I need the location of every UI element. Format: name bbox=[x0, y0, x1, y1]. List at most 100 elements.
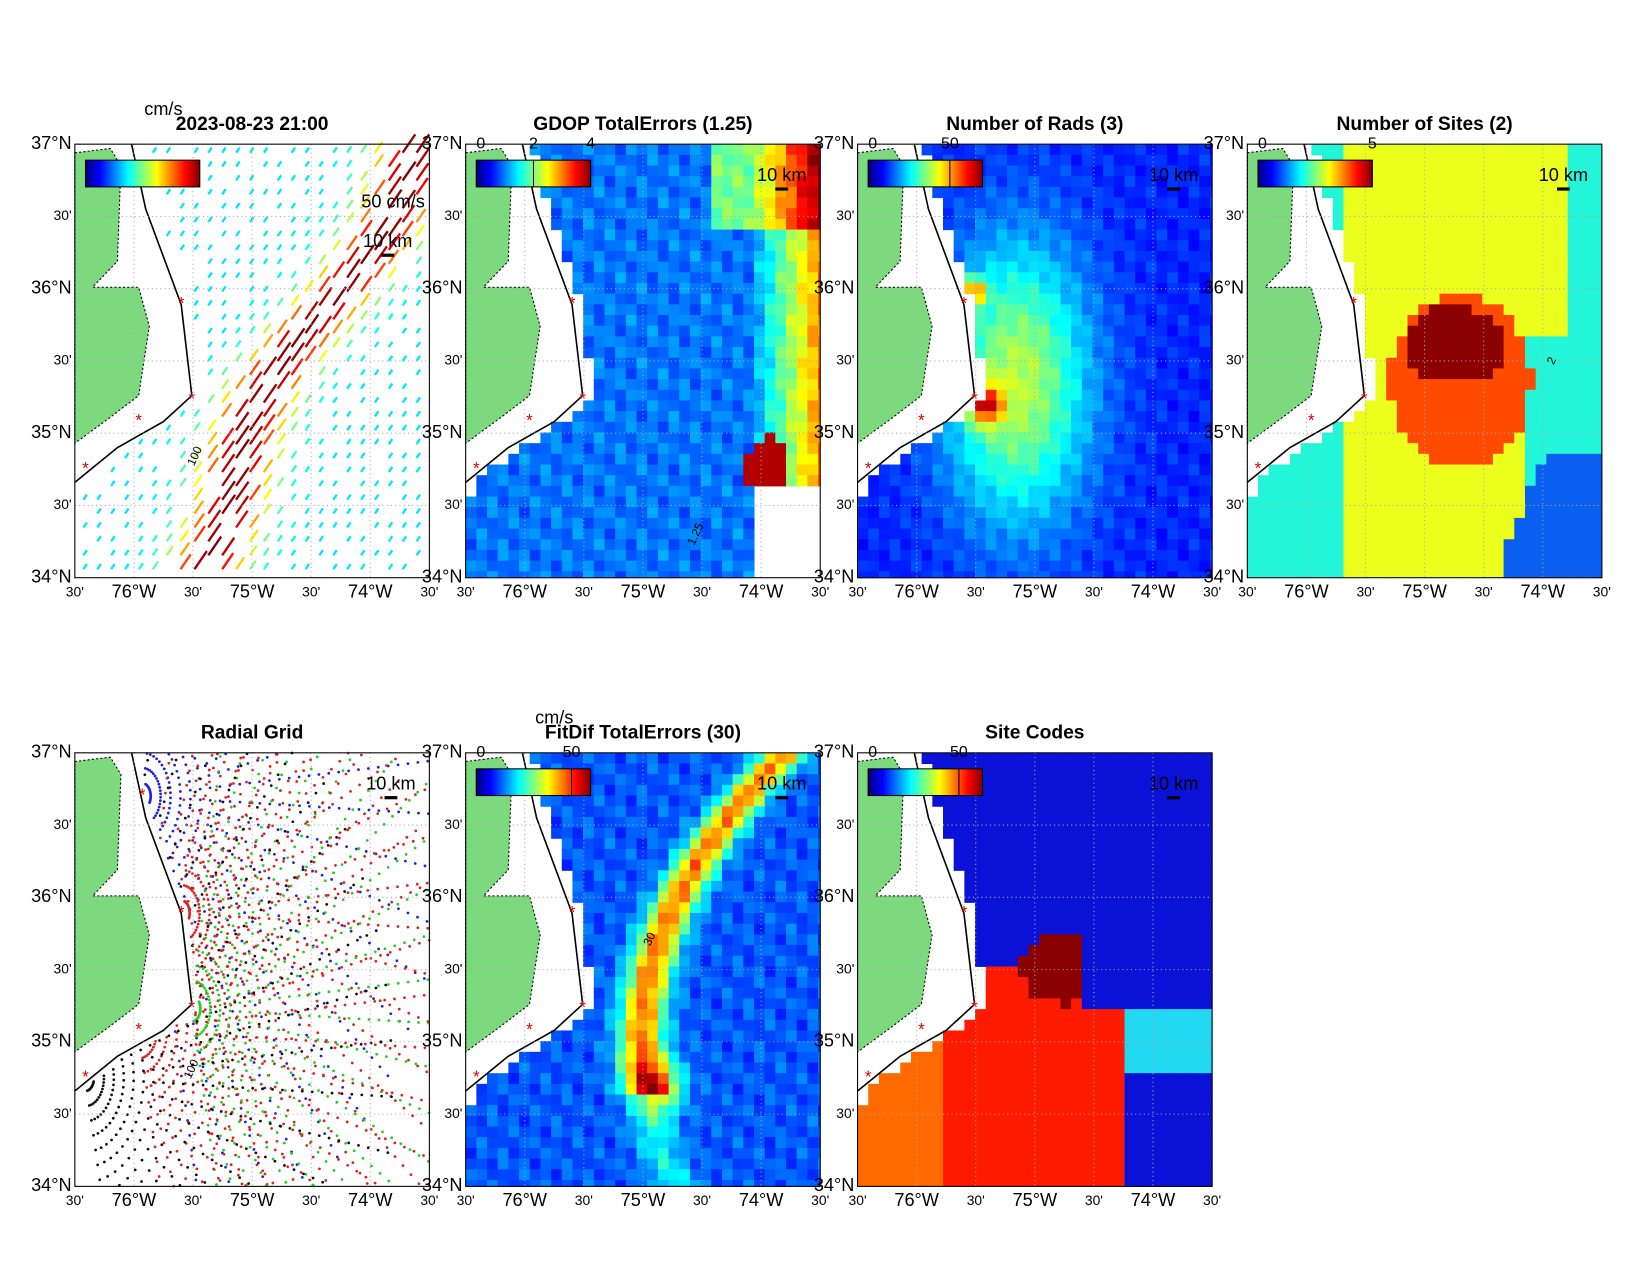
field-cell bbox=[1524, 389, 1537, 401]
field-cell bbox=[679, 528, 691, 540]
field-cell bbox=[1492, 325, 1505, 337]
field-cell bbox=[636, 229, 648, 241]
field-cell bbox=[1343, 229, 1355, 241]
field-cell bbox=[668, 528, 680, 540]
field-cell bbox=[1300, 464, 1312, 476]
field-cell bbox=[1177, 571, 1190, 579]
radial-grid-point bbox=[290, 1012, 294, 1016]
field-cell bbox=[1364, 186, 1377, 199]
field-cell bbox=[1535, 304, 1547, 316]
field-cell bbox=[1145, 411, 1158, 423]
field-cell bbox=[1364, 560, 1377, 572]
field-cell bbox=[1017, 421, 1029, 434]
field-cell bbox=[1546, 250, 1558, 263]
field-cell bbox=[910, 571, 923, 579]
current-vector bbox=[193, 230, 199, 237]
current-vector bbox=[221, 537, 236, 556]
radial-grid-point bbox=[155, 811, 159, 815]
field-cell bbox=[1514, 496, 1526, 508]
current-vector bbox=[235, 313, 241, 320]
radial-grid-point bbox=[337, 921, 340, 925]
scale-bar-label: 10 km bbox=[757, 165, 806, 185]
field-cell bbox=[1503, 240, 1515, 252]
field-cell bbox=[1599, 165, 1603, 177]
field-cell bbox=[996, 507, 1008, 519]
field-cell bbox=[996, 144, 1008, 156]
current-vector bbox=[401, 535, 408, 543]
field-cell bbox=[1492, 154, 1505, 167]
field-cell bbox=[476, 517, 488, 530]
field-cell bbox=[1300, 549, 1312, 562]
lon-label: 30' bbox=[66, 583, 84, 599]
field-cell bbox=[953, 560, 965, 572]
field-cell bbox=[1135, 389, 1147, 401]
field-cell bbox=[1145, 453, 1158, 466]
field-cell bbox=[1177, 549, 1190, 562]
field-cell bbox=[1439, 250, 1451, 263]
field-cell bbox=[668, 517, 680, 530]
radial-grid-point bbox=[386, 953, 390, 957]
radial-grid-point bbox=[367, 777, 370, 780]
field-cell bbox=[1386, 272, 1398, 284]
field-cell bbox=[1567, 144, 1579, 156]
field-cell bbox=[1450, 229, 1462, 241]
radial-grid-point bbox=[198, 916, 201, 920]
radial-grid-point bbox=[266, 913, 270, 916]
radial-grid-point bbox=[194, 829, 198, 833]
field-cell bbox=[529, 517, 541, 530]
radial-grid-point bbox=[306, 1055, 309, 1059]
field-cell bbox=[753, 325, 766, 337]
field-cell bbox=[529, 475, 541, 487]
field-cell bbox=[1492, 432, 1505, 444]
field-cell bbox=[1124, 496, 1136, 508]
field-cell bbox=[1007, 496, 1019, 508]
field-cell bbox=[964, 464, 976, 476]
field-cell bbox=[689, 304, 702, 316]
field-cell bbox=[1396, 421, 1409, 434]
field-cell bbox=[625, 347, 638, 359]
field-cell bbox=[572, 517, 584, 530]
radial-grid-point bbox=[186, 771, 190, 775]
radial-grid-point bbox=[265, 812, 268, 816]
current-vector bbox=[290, 230, 297, 237]
field-cell bbox=[668, 379, 680, 391]
field-cell bbox=[1364, 475, 1377, 487]
field-cell bbox=[604, 208, 616, 220]
field-cell bbox=[1450, 475, 1462, 487]
radial-grid-point bbox=[233, 946, 237, 950]
current-vector bbox=[207, 188, 213, 196]
field-cell bbox=[1514, 293, 1526, 305]
field-cell bbox=[604, 186, 616, 199]
field-cell bbox=[1418, 315, 1430, 327]
field-cell bbox=[604, 507, 616, 519]
current-vector bbox=[318, 521, 324, 529]
radial-grid-point bbox=[226, 768, 230, 771]
current-vector bbox=[360, 396, 366, 404]
field-cell bbox=[1589, 453, 1601, 466]
field-cell bbox=[487, 485, 499, 498]
field-cell bbox=[786, 165, 798, 177]
radial-grid-point bbox=[195, 980, 199, 984]
lat-label: 30' bbox=[54, 207, 72, 223]
radial-grid-point bbox=[277, 777, 281, 781]
lon-label: 30' bbox=[302, 583, 320, 599]
field-cell bbox=[1546, 208, 1558, 220]
field-cell bbox=[1092, 421, 1104, 434]
field-cell bbox=[1049, 357, 1061, 369]
radial-grid-point bbox=[156, 808, 160, 812]
field-cell bbox=[1060, 208, 1072, 220]
field-cell bbox=[1007, 304, 1019, 316]
current-vector bbox=[290, 216, 297, 223]
field-cell bbox=[1092, 208, 1104, 220]
field-cell bbox=[1135, 250, 1147, 263]
field-cell bbox=[1599, 549, 1603, 562]
field-cell bbox=[1167, 571, 1179, 579]
field-cell bbox=[775, 272, 787, 284]
field-cell bbox=[1311, 539, 1323, 551]
field-cell bbox=[1546, 571, 1558, 579]
field-cell bbox=[1386, 368, 1398, 380]
radial-grid-point bbox=[297, 775, 301, 779]
field-cell bbox=[1471, 154, 1483, 167]
field-cell bbox=[964, 411, 976, 423]
lon-label: 30' bbox=[1475, 583, 1493, 599]
